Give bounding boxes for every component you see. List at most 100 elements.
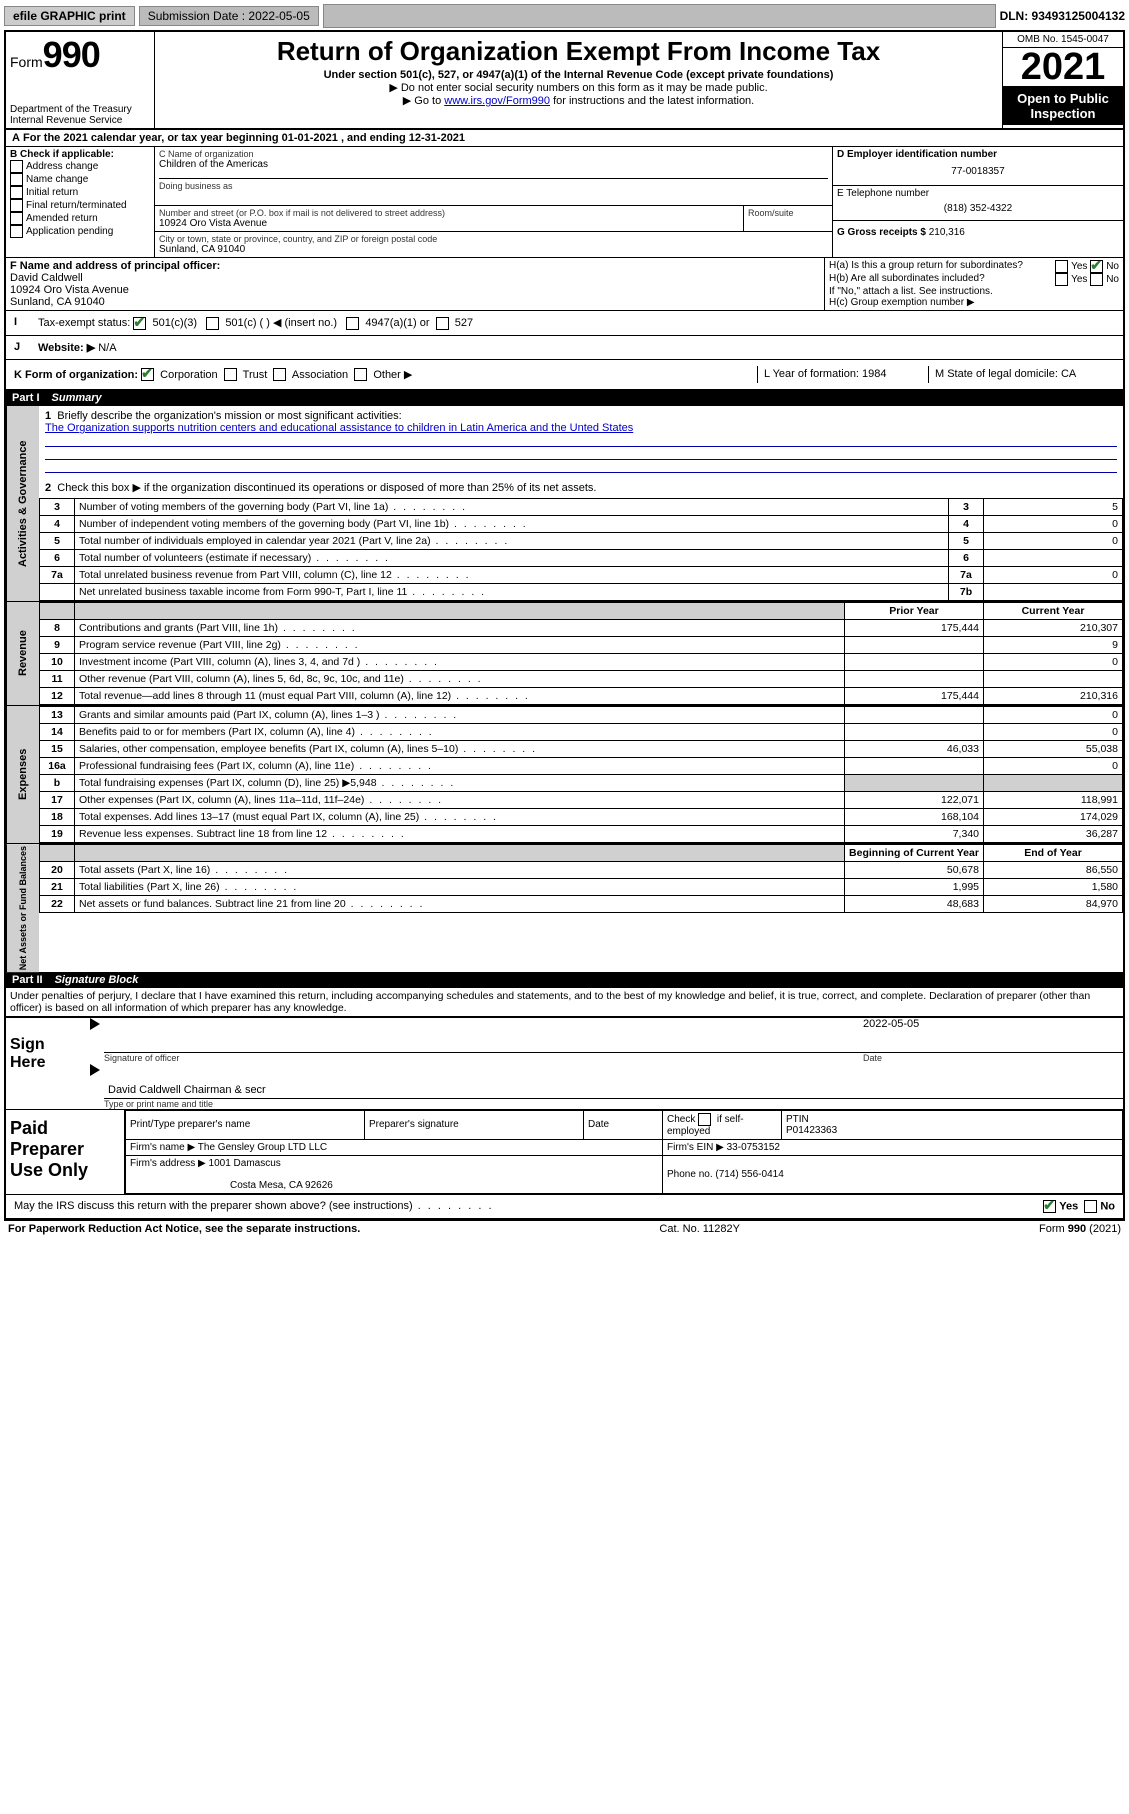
box-e-label: E Telephone number <box>837 188 1119 199</box>
paid-preparer-label: Paid Preparer Use Only <box>6 1110 125 1194</box>
sign-date-value: 2022-05-05 <box>863 1018 1123 1030</box>
firm-phone-label: Phone no. <box>667 1169 715 1180</box>
part-i-header: Part I Summary <box>6 390 1123 406</box>
row-num: 13 <box>40 707 75 724</box>
table-expenses: 13 Grants and similar amounts paid (Part… <box>39 706 1123 843</box>
label-amended-return: Amended return <box>26 213 98 224</box>
form990-link[interactable]: www.irs.gov/Form990 <box>444 95 550 107</box>
street-value: 10924 Oro Vista Avenue <box>159 218 739 229</box>
name-type-label: Type or print name and title <box>104 1099 1123 1109</box>
sign-block: Sign Here Signature of officer 2022-05-0… <box>6 1016 1123 1108</box>
check-trust[interactable] <box>224 368 237 381</box>
check-assoc[interactable] <box>273 368 286 381</box>
label-4947: 4947(a)(1) or <box>365 317 429 329</box>
arrow-icon-2 <box>90 1064 100 1076</box>
cell-prior <box>845 724 984 741</box>
label-501c: 501(c) ( ) ◀ (insert no.) <box>225 317 337 329</box>
col-current: Current Year <box>984 603 1123 620</box>
box-f: F Name and address of principal officer:… <box>6 258 825 310</box>
label-501c3: 501(c)(3) <box>152 317 197 329</box>
table-paid-preparer: Print/Type preparer's name Preparer's si… <box>125 1110 1123 1194</box>
h-a-no[interactable] <box>1090 260 1103 273</box>
row-label: Other revenue (Part VIII, column (A), li… <box>75 671 845 688</box>
discuss-no[interactable] <box>1084 1200 1097 1213</box>
row-num: 14 <box>40 724 75 741</box>
cell-prior: 46,033 <box>845 741 984 758</box>
section-revenue: Revenue Prior Year Current Year8 Contrib… <box>6 601 1123 705</box>
firm-ein-label: Firm's EIN ▶ <box>667 1142 724 1153</box>
mission-text-link[interactable]: The Organization supports nutrition cent… <box>45 422 633 434</box>
check-amended-return[interactable] <box>10 212 23 225</box>
cell-current: 1,580 <box>984 879 1123 896</box>
website-label: Website: ▶ <box>38 342 95 354</box>
date-label: Date <box>863 1053 1123 1063</box>
row-label: Total assets (Part X, line 16) <box>75 862 845 879</box>
row-num: 4 <box>40 516 75 533</box>
section-bcdefg: B Check if applicable: Address change Na… <box>6 147 1123 258</box>
cell-current: 84,970 <box>984 896 1123 913</box>
ssn-note: ▶ Do not enter social security numbers o… <box>159 81 998 94</box>
discuss-yes[interactable] <box>1043 1200 1056 1213</box>
h-b-yes[interactable] <box>1055 273 1068 286</box>
open-to-public: Open to Public Inspection <box>1003 87 1123 125</box>
label-corp: Corporation <box>160 369 217 381</box>
check-4947[interactable] <box>346 317 359 330</box>
dept-label: Department of the Treasury <box>10 104 150 115</box>
section-i: I Tax-exempt status: 501(c)(3) 501(c) ( … <box>6 311 1123 336</box>
check-address-change[interactable] <box>10 160 23 173</box>
check-501c3[interactable] <box>133 317 146 330</box>
tab-revenue: Revenue <box>6 602 39 705</box>
mission-line-2 <box>45 447 1117 460</box>
form-word: Form <box>10 54 43 70</box>
check-initial-return[interactable] <box>10 186 23 199</box>
row-num: 22 <box>40 896 75 913</box>
footer-form-pre: Form <box>1039 1223 1068 1235</box>
h-b-note: If "No," attach a list. See instructions… <box>829 286 1119 297</box>
row-num: 21 <box>40 879 75 896</box>
period-text: For the 2021 calendar year, or tax year … <box>23 132 465 144</box>
efile-print-button[interactable]: efile GRAPHIC print <box>4 6 135 26</box>
cell-prior: 1,995 <box>845 879 984 896</box>
check-app-pending[interactable] <box>10 225 23 238</box>
check-corp[interactable] <box>141 368 154 381</box>
col-prior: Beginning of Current Year <box>845 845 984 862</box>
cell-prior <box>845 637 984 654</box>
row-box: 3 <box>949 499 984 516</box>
table-net-assets: Beginning of Current Year End of Year20 … <box>39 844 1123 913</box>
goto-pre: ▶ Go to <box>403 95 444 107</box>
table-revenue: Prior Year Current Year8 Contributions a… <box>39 602 1123 705</box>
label-app-pending: Application pending <box>26 226 113 237</box>
sign-here-label: Sign Here <box>6 1018 84 1108</box>
h-a-yes[interactable] <box>1055 260 1068 273</box>
paid-preparer-block: Paid Preparer Use Only Print/Type prepar… <box>6 1109 1123 1194</box>
arrow-icon <box>90 1018 100 1030</box>
street-label: Number and street (or P.O. box if mail i… <box>159 208 739 218</box>
cell-current: 36,287 <box>984 826 1123 843</box>
part-i-title: Summary <box>52 392 102 404</box>
officer-name: David Caldwell <box>10 272 820 284</box>
check-final-return[interactable] <box>10 199 23 212</box>
row-label: Revenue less expenses. Subtract line 18 … <box>75 826 845 843</box>
check-name-change[interactable] <box>10 173 23 186</box>
period-line: A For the 2021 calendar year, or tax yea… <box>6 130 1123 147</box>
row-num: 11 <box>40 671 75 688</box>
check-other[interactable] <box>354 368 367 381</box>
tab-net-assets: Net Assets or Fund Balances <box>6 844 39 972</box>
section-net-assets: Net Assets or Fund Balances Beginning of… <box>6 843 1123 972</box>
check-527[interactable] <box>436 317 449 330</box>
row-box: 7b <box>949 584 984 601</box>
cell-shade <box>845 775 984 792</box>
check-self-employed[interactable] <box>698 1113 711 1126</box>
tab-expenses: Expenses <box>6 706 39 843</box>
row-num: 18 <box>40 809 75 826</box>
discuss-question: May the IRS discuss this return with the… <box>14 1200 413 1212</box>
dln-label: DLN: 93493125004132 <box>1000 9 1125 23</box>
box-f-label: F Name and address of principal officer: <box>10 260 220 272</box>
tax-status-label: Tax-exempt status: <box>38 317 130 329</box>
mission-line-3 <box>45 460 1117 473</box>
h-b-no[interactable] <box>1090 273 1103 286</box>
form-title: Return of Organization Exempt From Incom… <box>159 36 998 67</box>
check-501c[interactable] <box>206 317 219 330</box>
cell-current: 0 <box>984 707 1123 724</box>
discuss-no-label: No <box>1100 1200 1115 1212</box>
